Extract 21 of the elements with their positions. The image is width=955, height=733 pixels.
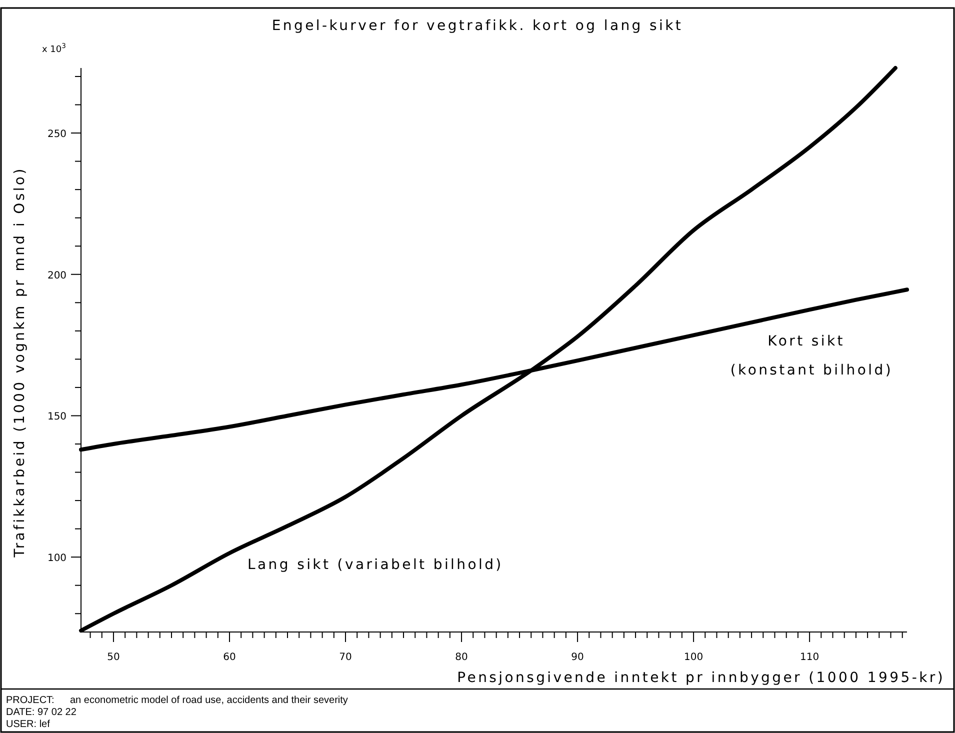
x-axis-title: Pensjonsgivende inntekt pr innbygger (1000 1995-kr): [457, 670, 945, 686]
series-label: Kort sikt (konstant bilhold): [730, 334, 893, 379]
x-tick-label: 80: [455, 652, 468, 663]
y-tick-label: 200: [47, 270, 67, 282]
text: DATE: 97 02 22: [6, 707, 77, 718]
text: x 10$^{3}$: [42, 42, 66, 55]
series-label: Lang sikt (variabelt bilhold): [247, 557, 504, 574]
x-tick-label: 100: [684, 652, 704, 663]
y-tick-label: 250: [47, 129, 67, 140]
y-tick-label: 150: [47, 412, 67, 423]
x-tick-label: 60: [223, 652, 236, 663]
y-axis-title: Trafikkarbeid (1000 vognkm pr mnd i Oslo): [12, 166, 28, 558]
x-tick-label: 110: [800, 652, 820, 663]
x-tick-label: 70: [339, 652, 352, 663]
chart-title: Engel-kurver for vegtrafikk. kort og lang sikt: [272, 18, 684, 34]
text: PROJECT:: [6, 695, 54, 706]
text: an econometric model of road use, accidents and their severity: [70, 695, 348, 706]
text: USER: lef: [6, 719, 50, 730]
x-tick-label: 90: [571, 652, 584, 663]
y-tick-label: 100: [47, 553, 67, 564]
x-tick-label: 50: [107, 652, 120, 663]
